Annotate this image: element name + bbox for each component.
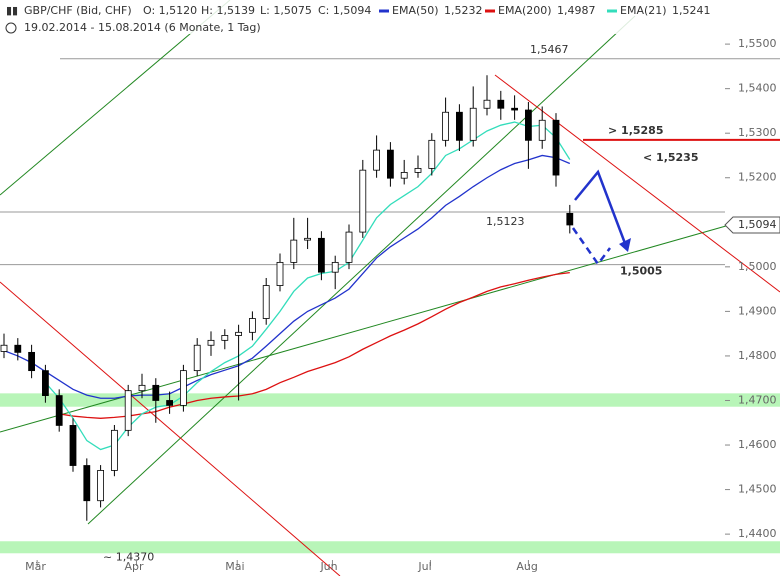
- ema-line: [44, 121, 571, 451]
- level-label: > 1,5285: [608, 124, 664, 137]
- x-tick-label: Aug: [516, 560, 537, 573]
- candle-body: [124, 390, 132, 431]
- candle-body: [152, 384, 160, 401]
- level-label: < 1,5235: [643, 151, 699, 164]
- legend-value: 1,5241: [672, 4, 711, 17]
- candle-body: [386, 149, 394, 179]
- candle-body: [179, 370, 187, 406]
- y-tick-label: 1,5300: [738, 126, 777, 139]
- header: ▮▮ GBP/CHF (Bid, CHF) O: 1,5120 H: 1,513…: [0, 0, 725, 34]
- icon: ▮▮: [6, 4, 18, 17]
- candle-body: [414, 167, 422, 173]
- ohlc: O: 1,5120: [143, 4, 197, 17]
- x-tick-label: Jun: [319, 560, 337, 573]
- candle-body: [455, 111, 463, 141]
- candle-body: [235, 331, 243, 336]
- y-tick-label: 1,4800: [738, 349, 777, 362]
- y-tick-label: 1,4700: [738, 393, 777, 406]
- candle-body: [400, 171, 408, 179]
- x-tick-label: Jul: [417, 560, 431, 573]
- y-tick-label: 1,4500: [738, 483, 777, 496]
- candle-body: [469, 107, 477, 141]
- candle-body: [55, 395, 63, 426]
- candle-body: [304, 237, 312, 241]
- ema-line: [59, 271, 570, 419]
- candle-body: [345, 231, 353, 263]
- range: 19.02.2014 - 15.08.2014 (6 Monate, 1 Tag…: [24, 21, 261, 34]
- candle-body: [166, 400, 174, 406]
- last-price-box: [724, 216, 780, 234]
- candle-body: [111, 429, 118, 471]
- candle-body: [497, 99, 505, 109]
- candle-body: [0, 344, 8, 352]
- y-tick-label: 1,5000: [738, 260, 777, 273]
- legend-label: EMA(21): [620, 4, 667, 17]
- candle-body: [193, 344, 201, 372]
- candle-body: [207, 339, 215, 346]
- candle-body: [511, 107, 519, 111]
- candle-body: [138, 384, 146, 392]
- ohlc: H: 1,5139: [201, 4, 255, 17]
- y-tick-label: 1,4600: [738, 438, 777, 451]
- candle-body: [359, 169, 367, 233]
- candle-body: [276, 261, 284, 286]
- header-bg: [0, 0, 725, 34]
- trend-line: [87, 15, 636, 525]
- legend-label: EMA(50): [392, 4, 439, 17]
- level-label: 1,5467: [530, 43, 569, 56]
- x-tick-label: Apr: [124, 560, 144, 573]
- x-tick-label: Mär: [25, 560, 46, 573]
- arrow: [574, 169, 628, 247]
- legend-label: EMA(200): [498, 4, 552, 17]
- support-zone: [0, 541, 780, 554]
- last-price-label: 1,5094: [738, 218, 777, 231]
- y-tick-label: 1,4400: [738, 527, 777, 540]
- candle-body: [373, 149, 381, 171]
- ema-line: [3, 154, 571, 399]
- arrow: [571, 227, 611, 267]
- support-zone: [0, 393, 780, 407]
- candle-body: [83, 465, 91, 502]
- ohlc: C: 1,5094: [318, 4, 371, 17]
- legend-value: 1,5232: [444, 4, 483, 17]
- candle-body: [221, 335, 229, 341]
- candle-body: [262, 285, 270, 319]
- candle-body: [317, 237, 325, 273]
- trend-line: [0, 281, 341, 576]
- ohlc: L: 1,5075: [260, 4, 312, 17]
- candle-body: [538, 119, 546, 141]
- arrow-head: [619, 238, 631, 252]
- y-tick-label: 1,5500: [738, 37, 777, 50]
- y-tick-label: 1,5400: [738, 82, 777, 95]
- candle-body: [28, 351, 36, 372]
- level-label: 1,5123: [486, 215, 525, 228]
- y-tick-label: 1,5200: [738, 171, 777, 184]
- candle-body: [566, 212, 574, 226]
- icon: [5, 22, 17, 34]
- candle-body: [248, 318, 256, 333]
- candle-body: [428, 139, 436, 169]
- candle-body: [483, 99, 491, 109]
- candle-body: [69, 425, 77, 466]
- y-tick-label: 1,4900: [738, 304, 777, 317]
- candle-body: [42, 370, 49, 396]
- candle-body: [331, 261, 339, 273]
- candle-body: [552, 119, 560, 176]
- candle-body: [525, 109, 532, 141]
- candle-body: [290, 239, 298, 263]
- level-label: 1,5005: [620, 265, 662, 278]
- legend-value: 1,4987: [557, 4, 596, 17]
- x-tick-label: Mai: [225, 560, 244, 573]
- level-label: ~ 1,4370: [103, 550, 154, 563]
- instrument: GBP/CHF (Bid, CHF): [24, 4, 132, 17]
- candle-body: [442, 111, 450, 141]
- candle-body: [97, 470, 104, 502]
- candle-body: [14, 344, 22, 353]
